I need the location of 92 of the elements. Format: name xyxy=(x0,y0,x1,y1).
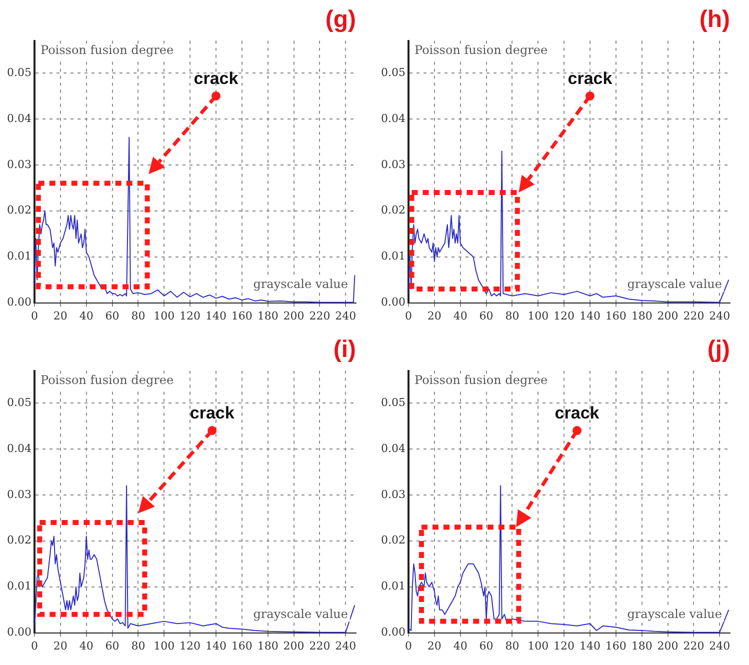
y-tick-label: 0.01 xyxy=(6,580,32,593)
x-tick-label: 0 xyxy=(404,309,412,322)
y-tick-label: 0.00 xyxy=(6,626,32,639)
x-tick-label: 0 xyxy=(30,309,38,322)
x-tick-label: 200 xyxy=(657,639,678,652)
y-axis-title: Poisson fusion degree xyxy=(414,372,548,387)
y-tick-label: 0.00 xyxy=(6,296,32,309)
x-tick-label: 160 xyxy=(605,639,626,652)
x-tick-label: 220 xyxy=(683,309,704,322)
x-tick-label: 160 xyxy=(231,639,252,652)
x-tick-label: 20 xyxy=(53,309,68,322)
x-tick-label: 60 xyxy=(479,639,494,652)
x-tick-label: 100 xyxy=(528,309,549,322)
x-tick-label: 100 xyxy=(154,639,175,652)
x-tick-label: 100 xyxy=(528,639,549,652)
x-tick-label: 160 xyxy=(605,309,626,322)
x-tick-label: 120 xyxy=(180,309,201,322)
y-tick-label: 0.05 xyxy=(6,396,32,409)
x-tick-label: 240 xyxy=(335,309,356,322)
x-axis-title: grayscale value xyxy=(253,606,348,621)
x-axis-title: grayscale value xyxy=(627,606,722,621)
annotation: crack xyxy=(568,69,613,88)
x-tick-label: 0 xyxy=(404,639,412,652)
x-tick-label: 140 xyxy=(205,309,226,322)
y-tick-label: 0.01 xyxy=(380,250,406,263)
y-tick-label: 0.02 xyxy=(6,204,32,217)
x-tick-label: 80 xyxy=(131,639,146,652)
x-tick-label: 140 xyxy=(579,309,600,322)
x-tick-label: 240 xyxy=(709,309,730,322)
x-tick-label: 180 xyxy=(631,309,652,322)
x-tick-label: 180 xyxy=(631,639,652,652)
y-tick-label: 0.03 xyxy=(6,158,32,171)
x-tick-label: 40 xyxy=(453,309,468,322)
x-tick-label: 60 xyxy=(479,309,494,322)
y-tick-label: 0.05 xyxy=(380,66,406,79)
x-tick-label: 200 xyxy=(657,309,678,322)
x-tick-label: 60 xyxy=(105,639,120,652)
annotation: crack xyxy=(190,404,235,423)
x-tick-label: 80 xyxy=(505,639,520,652)
x-tick-label: 200 xyxy=(283,639,304,652)
x-tick-label: 120 xyxy=(554,639,575,652)
x-tick-label: 200 xyxy=(283,309,304,322)
annotation: crack xyxy=(554,404,600,423)
x-tick-label: 180 xyxy=(257,639,278,652)
y-axis-title: Poisson fusion degree xyxy=(40,42,174,57)
x-tick-label: 80 xyxy=(131,309,146,322)
x-tick-label: 20 xyxy=(427,639,442,652)
y-tick-label: 0.00 xyxy=(380,626,406,639)
x-tick-label: 20 xyxy=(427,309,442,322)
chart-title: (g) xyxy=(325,6,356,34)
y-tick-label: 0.03 xyxy=(6,488,32,501)
y-tick-label: 0.01 xyxy=(6,250,32,263)
y-axis-title: Poisson fusion degree xyxy=(414,42,548,57)
y-tick-label: 0.05 xyxy=(6,66,32,79)
y-tick-label: 0.04 xyxy=(380,442,406,455)
y-tick-label: 0.03 xyxy=(380,158,406,171)
x-tick-label: 80 xyxy=(505,309,520,322)
y-tick-label: 0.02 xyxy=(6,534,32,547)
x-axis-title: grayscale value xyxy=(253,276,348,291)
x-tick-label: 60 xyxy=(105,309,120,322)
x-tick-label: 120 xyxy=(180,639,201,652)
x-tick-label: 140 xyxy=(205,639,226,652)
x-tick-label: 20 xyxy=(53,639,68,652)
x-tick-label: 220 xyxy=(309,639,330,652)
chart-title: (h) xyxy=(699,6,730,34)
x-tick-label: 220 xyxy=(683,639,704,652)
y-tick-label: 0.04 xyxy=(6,112,32,125)
y-tick-label: 0.04 xyxy=(6,442,32,455)
y-tick-label: 0.02 xyxy=(380,534,406,547)
x-tick-label: 100 xyxy=(154,309,175,322)
x-tick-label: 40 xyxy=(79,309,94,322)
x-tick-label: 120 xyxy=(554,309,575,322)
annotation: crack xyxy=(194,69,239,88)
x-tick-label: 0 xyxy=(30,639,38,652)
y-tick-label: 0.03 xyxy=(380,488,406,501)
x-tick-label: 40 xyxy=(453,639,468,652)
chart-title: (i) xyxy=(333,336,356,364)
y-tick-label: 0.02 xyxy=(380,204,406,217)
x-tick-label: 160 xyxy=(231,309,252,322)
x-tick-label: 180 xyxy=(257,309,278,322)
y-tick-label: 0.05 xyxy=(380,396,406,409)
y-tick-label: 0.04 xyxy=(380,112,406,125)
x-axis-title: grayscale value xyxy=(627,276,722,291)
x-tick-label: 240 xyxy=(335,639,356,652)
x-tick-label: 240 xyxy=(709,639,730,652)
chart-title: (j) xyxy=(707,336,730,364)
x-tick-label: 40 xyxy=(79,639,94,652)
y-tick-label: 0.01 xyxy=(380,580,406,593)
x-tick-label: 140 xyxy=(579,639,600,652)
y-axis-title: Poisson fusion degree xyxy=(40,372,174,387)
y-tick-label: 0.00 xyxy=(380,296,406,309)
x-tick-label: 220 xyxy=(309,309,330,322)
